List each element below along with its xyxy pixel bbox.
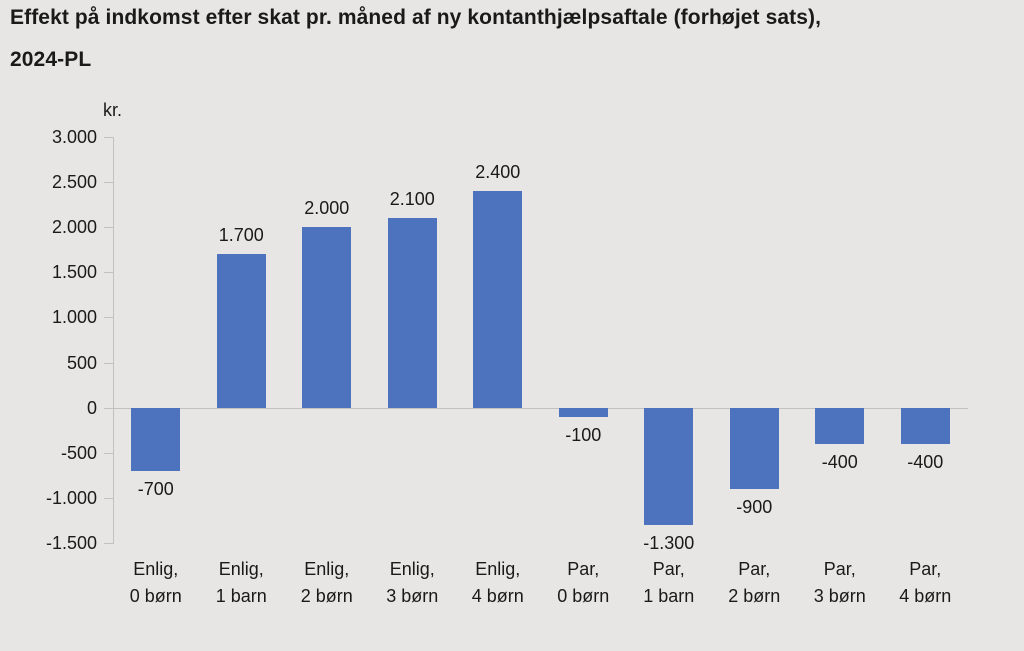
category-label: Par, 3 børn xyxy=(813,559,866,606)
category-label: Par, 1 barn xyxy=(643,559,695,606)
bar-value-label: 2.400 xyxy=(475,162,521,183)
y-tick-label: -1.500 xyxy=(45,533,97,553)
category-label: Par, 2 børn xyxy=(728,559,781,606)
y-tick-mark xyxy=(104,317,113,319)
category-label: Par, 0 børn xyxy=(557,559,610,606)
y-tick-mark xyxy=(104,227,113,229)
y-tick-mark xyxy=(104,452,113,454)
y-tick-mark xyxy=(104,543,113,544)
bar xyxy=(815,407,865,444)
bar xyxy=(473,191,523,408)
bar-value-label: -1.300 xyxy=(643,532,695,553)
chart-title-line-2: 2024-PL xyxy=(10,48,92,71)
bar-value-label: -400 xyxy=(907,451,944,472)
y-tick-label: 2.500 xyxy=(51,172,97,193)
bar-value-label: 1.700 xyxy=(218,225,264,246)
zero-baseline xyxy=(113,407,968,409)
category-label: Enlig, 0 børn xyxy=(129,559,182,606)
y-tick-mark xyxy=(104,272,113,274)
y-tick-label: 1.000 xyxy=(51,307,97,328)
y-tick-label: -1.000 xyxy=(45,487,97,508)
bar xyxy=(729,407,779,489)
y-tick-mark xyxy=(104,407,113,409)
y-tick-mark xyxy=(104,182,113,184)
bar xyxy=(216,254,266,408)
category-label: Enlig, 3 børn xyxy=(386,559,439,606)
y-tick-label: 500 xyxy=(66,352,97,373)
bar-value-label: -100 xyxy=(565,424,602,445)
y-axis-line xyxy=(113,137,114,544)
bar-value-label: -400 xyxy=(821,451,858,472)
category-label: Par, 4 børn xyxy=(899,559,952,606)
y-tick-mark xyxy=(104,137,113,138)
y-tick-label: 1.500 xyxy=(51,262,97,283)
bar-value-label: -900 xyxy=(736,496,773,517)
category-label: Enlig, 4 børn xyxy=(471,559,524,606)
category-label: Enlig, 1 barn xyxy=(215,559,267,606)
bar-value-label: 2.000 xyxy=(304,198,350,219)
y-tick-label: 0 xyxy=(86,397,97,418)
category-label: Enlig, 2 børn xyxy=(300,559,353,606)
y-tick-mark xyxy=(104,497,113,499)
y-tick-label: 2.000 xyxy=(51,217,97,238)
bar-value-label: 2.100 xyxy=(389,189,435,210)
bar xyxy=(302,227,352,408)
bar xyxy=(387,218,437,408)
y-axis-unit-label: kr. xyxy=(103,100,123,120)
y-tick-label: 3.000 xyxy=(51,127,97,147)
bar xyxy=(558,407,608,417)
chart-title-line-1: Effekt på indkomst efter skat pr. måned … xyxy=(10,6,822,29)
y-tick-mark xyxy=(104,362,113,364)
bar xyxy=(131,407,181,471)
bar xyxy=(644,407,694,525)
bar xyxy=(900,407,950,444)
y-tick-label: -500 xyxy=(60,442,97,463)
bar-value-label: -700 xyxy=(137,478,174,499)
